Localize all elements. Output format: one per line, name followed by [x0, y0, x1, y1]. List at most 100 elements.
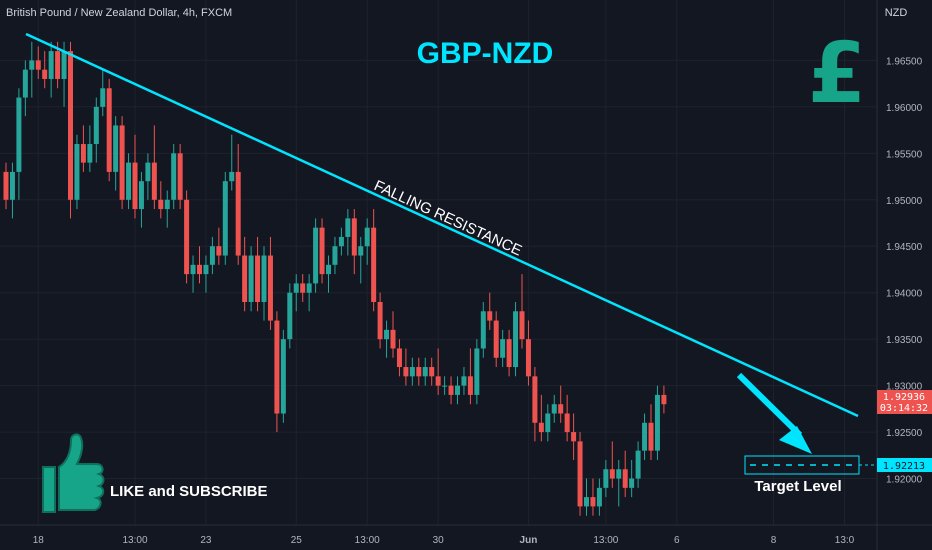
- candle-body: [558, 404, 564, 414]
- candle-body: [68, 51, 73, 200]
- candle-body: [158, 199, 164, 210]
- candle-body: [351, 218, 357, 256]
- y-tick-label: 1.92500: [886, 428, 923, 439]
- candle-body: [267, 255, 273, 321]
- thumbs-up-icon: [42, 433, 105, 513]
- candle: [9, 162, 15, 219]
- candle: [654, 385, 660, 460]
- candle-body: [216, 246, 222, 256]
- candle: [106, 78, 112, 182]
- candle-body: [293, 283, 299, 293]
- candle: [455, 376, 460, 405]
- candle: [132, 134, 138, 219]
- candle-body: [80, 144, 86, 163]
- candle-body: [119, 125, 125, 200]
- candle: [538, 394, 544, 442]
- candle: [396, 339, 402, 377]
- candle-body: [280, 339, 286, 414]
- candle: [435, 348, 441, 395]
- candle: [222, 171, 228, 265]
- candle-body: [538, 422, 544, 433]
- candle-body: [229, 171, 235, 182]
- candle: [596, 478, 602, 516]
- candle-body: [16, 97, 22, 172]
- candle-body: [384, 329, 390, 340]
- candle: [100, 69, 106, 117]
- candle-body: [164, 199, 170, 210]
- candle-body: [184, 199, 190, 275]
- candle-body: [248, 255, 254, 302]
- candle-body: [300, 283, 306, 293]
- candle: [603, 459, 609, 498]
- candle-body: [564, 413, 570, 433]
- candle-body: [584, 497, 589, 507]
- candle-body: [409, 367, 415, 377]
- candle: [29, 41, 35, 98]
- candle: [551, 394, 557, 423]
- candle-body: [403, 367, 409, 377]
- candle-body: [390, 329, 396, 349]
- candle-body: [506, 339, 512, 368]
- target-price-text: 1.92213: [883, 461, 925, 472]
- candle: [158, 181, 164, 219]
- candle: [306, 274, 312, 312]
- candle: [635, 441, 641, 488]
- candle: [409, 357, 415, 386]
- candle: [338, 227, 344, 256]
- candle: [532, 367, 538, 442]
- candle: [332, 236, 338, 275]
- candle-body: [151, 162, 157, 200]
- y-tick-label: 1.94500: [886, 242, 923, 253]
- candle: [319, 218, 325, 284]
- candle-body: [648, 422, 654, 451]
- candle: [190, 255, 196, 293]
- x-tick-label: 30: [433, 535, 445, 546]
- candle: [616, 459, 622, 507]
- candle: [280, 329, 286, 423]
- candle-body: [55, 51, 61, 79]
- candle-body: [145, 162, 151, 182]
- candle-body: [242, 255, 248, 302]
- candle: [151, 125, 157, 210]
- candle: [577, 432, 583, 516]
- candle: [287, 283, 293, 349]
- candle: [525, 320, 531, 386]
- candle-body: [545, 413, 551, 433]
- candle: [80, 125, 86, 172]
- candle: [3, 162, 9, 210]
- candle-body: [126, 162, 132, 200]
- candle: [545, 404, 551, 442]
- y-tick-label: 1.94000: [886, 289, 923, 300]
- candle: [442, 376, 448, 395]
- y-tick-label: 1.93500: [886, 335, 923, 346]
- candle-body: [429, 367, 435, 377]
- candle-body: [171, 153, 177, 200]
- candle: [513, 301, 519, 377]
- candle: [242, 236, 248, 312]
- candle: [197, 246, 202, 284]
- candle-body: [596, 487, 602, 507]
- candle: [558, 385, 564, 423]
- candle-body: [642, 422, 648, 451]
- candle: [500, 329, 506, 368]
- candle-body: [571, 432, 577, 442]
- candle-body: [306, 283, 312, 293]
- candle: [345, 209, 351, 256]
- candle-body: [519, 311, 525, 340]
- candle-body: [377, 301, 383, 340]
- candle: [648, 404, 654, 460]
- x-tick-label: 25: [291, 535, 303, 546]
- candle-body: [190, 264, 196, 275]
- candle: [119, 116, 125, 210]
- candle: [584, 478, 589, 516]
- candle-body: [487, 311, 493, 321]
- candle-body: [287, 292, 293, 340]
- cta-text: LIKE and SUBSCRIBE: [110, 483, 268, 500]
- candle: [74, 134, 80, 210]
- x-tick-label: 13:00: [593, 535, 618, 546]
- candle: [248, 246, 254, 312]
- candle-body: [345, 218, 351, 237]
- candle-body: [480, 311, 486, 349]
- candle: [493, 311, 499, 368]
- candle: [16, 88, 22, 200]
